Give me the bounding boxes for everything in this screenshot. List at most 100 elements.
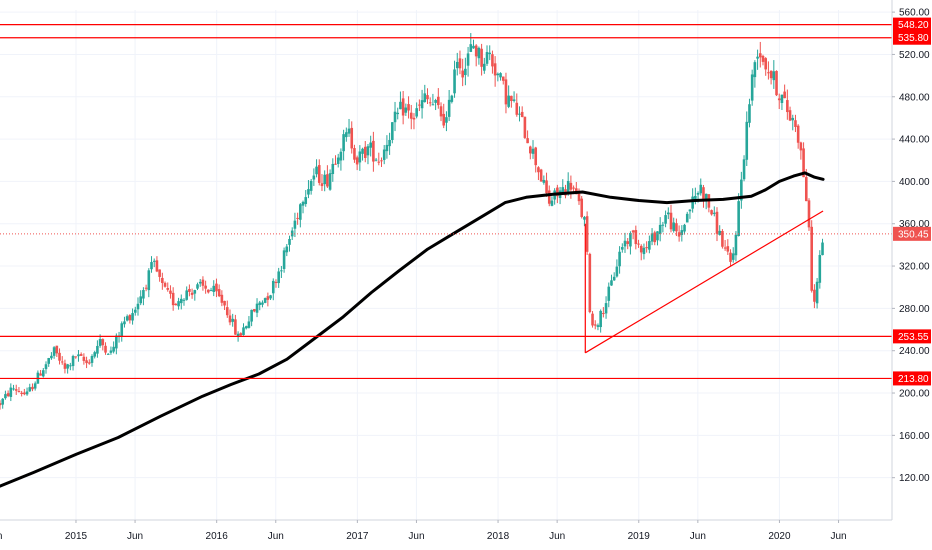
candle <box>407 96 410 119</box>
candle <box>204 280 207 294</box>
candle <box>290 227 294 241</box>
candle-body <box>412 117 416 120</box>
time-axis[interactable]: Jun 2015 Jun 2016 Jun 2017 Jun 2018 Jun 2019 Jun 20… <box>0 519 932 550</box>
candle-body <box>769 70 773 79</box>
candle-body <box>648 241 651 250</box>
candle-body <box>109 350 113 353</box>
candle <box>266 292 270 307</box>
candle <box>607 282 611 308</box>
candle <box>815 278 819 309</box>
candle <box>518 106 521 122</box>
candle <box>813 284 816 309</box>
candle <box>166 282 170 292</box>
candle <box>361 147 364 161</box>
candle-body <box>123 321 126 325</box>
candle-body <box>512 99 516 101</box>
candle <box>336 153 340 168</box>
candle <box>648 235 651 254</box>
candle <box>285 243 289 257</box>
candle-body <box>545 180 548 194</box>
candle <box>740 171 743 209</box>
candle-body <box>691 196 694 209</box>
candle-body <box>491 54 494 67</box>
candle-body <box>669 212 673 230</box>
candle-body <box>802 148 805 178</box>
candle <box>669 204 673 233</box>
candle <box>63 359 67 374</box>
candle-body <box>372 140 375 162</box>
candle <box>347 118 351 137</box>
candle <box>144 284 148 292</box>
candle <box>158 269 161 282</box>
candle <box>621 243 624 253</box>
candle-body <box>653 232 657 243</box>
candle-body <box>637 243 640 245</box>
candle <box>190 288 194 299</box>
candle <box>431 93 435 106</box>
candle <box>504 72 508 114</box>
level-price-tag-label: 535.80 <box>898 33 929 44</box>
candle <box>0 400 2 410</box>
candle-body <box>602 313 605 315</box>
candle-body <box>626 241 630 244</box>
candle-body <box>777 98 781 101</box>
candle <box>47 357 51 367</box>
candle-body <box>326 174 329 187</box>
candle-body <box>179 298 183 304</box>
candle <box>33 381 37 391</box>
price-tick-label: 560.00 <box>899 8 930 19</box>
candle-body <box>115 335 118 349</box>
candle-body <box>128 315 132 321</box>
candle <box>288 235 291 252</box>
candle <box>545 172 548 197</box>
candle <box>688 209 692 219</box>
candle-body <box>336 157 340 164</box>
candle-body <box>420 100 424 109</box>
candle-body <box>301 201 305 206</box>
candle <box>761 54 765 66</box>
candle-body <box>63 363 67 369</box>
candle <box>799 141 803 160</box>
candle-body <box>385 144 389 152</box>
candle <box>155 256 159 273</box>
candle-body <box>604 303 608 314</box>
candle-body <box>677 232 681 237</box>
candle-body <box>493 63 497 76</box>
candle-body <box>634 230 638 245</box>
level-price-tag: 213.80 <box>893 371 931 386</box>
candle-body <box>399 101 402 110</box>
price-tick-label: 200.00 <box>899 389 930 400</box>
candle-body <box>818 255 822 283</box>
candle <box>585 211 589 255</box>
candle-body <box>501 76 505 81</box>
candles <box>0 33 824 410</box>
current-price-tag-bg <box>893 226 931 241</box>
candle-body <box>120 323 124 337</box>
candle <box>512 91 516 103</box>
candle <box>455 52 459 76</box>
candle-body <box>583 217 586 220</box>
candle <box>531 140 535 159</box>
candle <box>685 211 689 223</box>
candle-body <box>426 95 429 100</box>
price-axis[interactable]: 560.00 520.00 480.00 440.00 400.00 360.00 320.… <box>891 0 932 550</box>
candle-body <box>480 48 483 67</box>
candle-body <box>572 187 575 189</box>
candle-body <box>133 309 137 313</box>
candle-body <box>363 146 367 158</box>
candle-body <box>683 224 686 232</box>
time-tick-label: 2017 <box>346 531 369 542</box>
time-tick-label: Jun <box>0 531 2 542</box>
candle-body <box>431 104 435 106</box>
candle <box>447 90 451 122</box>
candle-body <box>131 313 134 321</box>
candle <box>783 84 786 99</box>
candle-body <box>418 104 421 106</box>
candle <box>745 111 749 167</box>
candle <box>491 50 494 74</box>
candle <box>764 57 768 76</box>
price-tick-label: 360.00 <box>899 219 930 230</box>
candle <box>169 285 172 299</box>
candle-body <box>228 315 232 323</box>
